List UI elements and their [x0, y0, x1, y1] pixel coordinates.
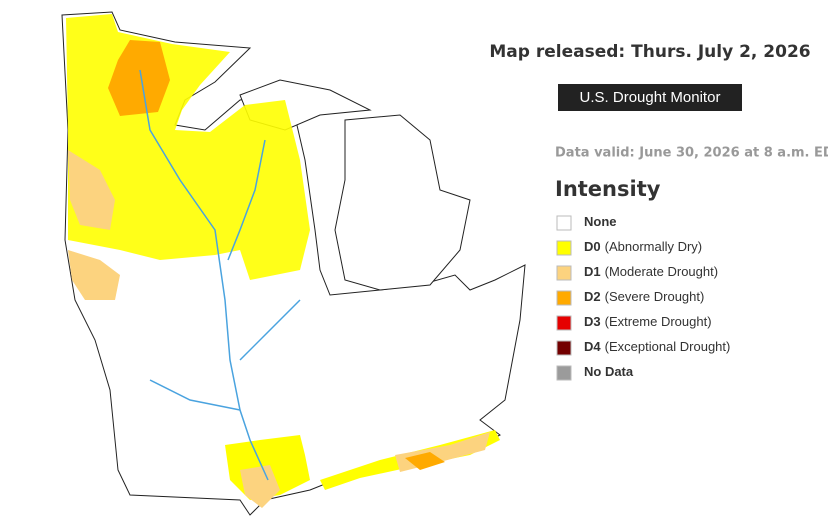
legend-code: D0 [584, 239, 601, 254]
legend-description: (Exceptional Drought) [605, 339, 731, 354]
river [139, 69, 269, 481]
legend-swatch [556, 290, 572, 306]
legend-description: (Moderate Drought) [605, 264, 718, 279]
legend-swatch [556, 265, 572, 281]
d0-area [66, 14, 310, 280]
d1-area [68, 150, 115, 230]
legend-label: D2 (Severe Drought) [584, 289, 704, 304]
legend-label: D4 (Exceptional Drought) [584, 339, 730, 354]
legend-swatch [556, 215, 572, 231]
legend-description: (Severe Drought) [605, 289, 705, 304]
legend-swatch [556, 340, 572, 356]
product-name: U.S. Drought Monitor [580, 89, 721, 106]
river [227, 139, 266, 261]
rivers [139, 69, 301, 481]
data-valid: Data valid: June 30, 2026 at 8 a.m. EDT [555, 146, 828, 161]
d2-area [108, 40, 170, 116]
map-released: Map released: Thurs. July 2, 2026 [489, 42, 810, 62]
legend-label: D1 (Moderate Drought) [584, 264, 718, 279]
legend-code: D3 [584, 314, 601, 329]
legend-code: D2 [584, 289, 601, 304]
d2-area [405, 452, 445, 470]
d1-area [240, 465, 280, 508]
legend-swatch [556, 240, 572, 256]
legend-label: No Data [584, 364, 634, 379]
legend-code: D1 [584, 264, 601, 279]
legend-label: D0 (Abnormally Dry) [584, 239, 702, 254]
product-badge [558, 84, 742, 111]
river [239, 299, 301, 361]
legend-label: None [584, 214, 617, 229]
legend-code: No Data [584, 364, 634, 379]
legend-title: Intensity [555, 177, 661, 201]
legend-description: (Extreme Drought) [605, 314, 712, 329]
lower-peninsula [334, 114, 471, 291]
legend-code: None [584, 214, 617, 229]
legend-description: (Abnormally Dry) [605, 239, 703, 254]
legend-swatch [556, 315, 572, 331]
d1-area [68, 250, 120, 300]
legend: None D0 (Abnormally Dry) D1 (Moderate Drough… [556, 214, 730, 381]
drought-areas [66, 14, 500, 508]
legend-code: D4 [584, 339, 601, 354]
legend-label: D3 (Extreme Drought) [584, 314, 712, 329]
river [149, 379, 241, 411]
legend-swatch [556, 365, 572, 381]
